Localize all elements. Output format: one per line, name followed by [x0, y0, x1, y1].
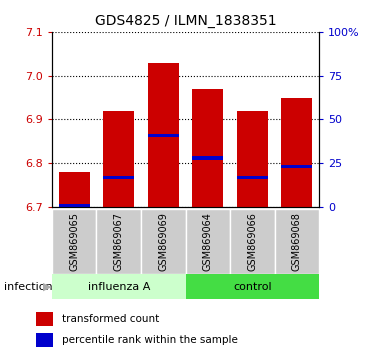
Bar: [36, 333, 53, 347]
Text: GSM869067: GSM869067: [114, 212, 124, 271]
Bar: [148, 63, 179, 207]
Bar: [237, 111, 268, 207]
Bar: [186, 209, 230, 274]
Bar: [59, 204, 90, 207]
Bar: [52, 274, 186, 299]
Bar: [230, 209, 275, 274]
Text: GSM869069: GSM869069: [158, 212, 168, 271]
Bar: [192, 156, 223, 160]
Bar: [281, 165, 312, 168]
Bar: [148, 134, 179, 137]
Title: GDS4825 / ILMN_1838351: GDS4825 / ILMN_1838351: [95, 14, 276, 28]
Text: GSM869068: GSM869068: [292, 212, 302, 271]
Bar: [103, 176, 134, 179]
Text: infection: infection: [4, 282, 52, 292]
Text: influenza A: influenza A: [88, 282, 150, 292]
Bar: [275, 209, 319, 274]
Bar: [192, 89, 223, 207]
Bar: [281, 98, 312, 207]
Text: ▶: ▶: [43, 282, 51, 292]
Bar: [96, 209, 141, 274]
Text: transformed count: transformed count: [62, 314, 160, 324]
Text: GSM869066: GSM869066: [247, 212, 257, 271]
Bar: [52, 209, 96, 274]
Bar: [103, 111, 134, 207]
Text: control: control: [233, 282, 272, 292]
Text: GSM869064: GSM869064: [203, 212, 213, 271]
Bar: [59, 172, 90, 207]
Bar: [36, 312, 53, 326]
Text: percentile rank within the sample: percentile rank within the sample: [62, 335, 238, 345]
Bar: [237, 176, 268, 179]
Bar: [141, 209, 186, 274]
Text: GSM869065: GSM869065: [69, 212, 79, 271]
Bar: [186, 274, 319, 299]
